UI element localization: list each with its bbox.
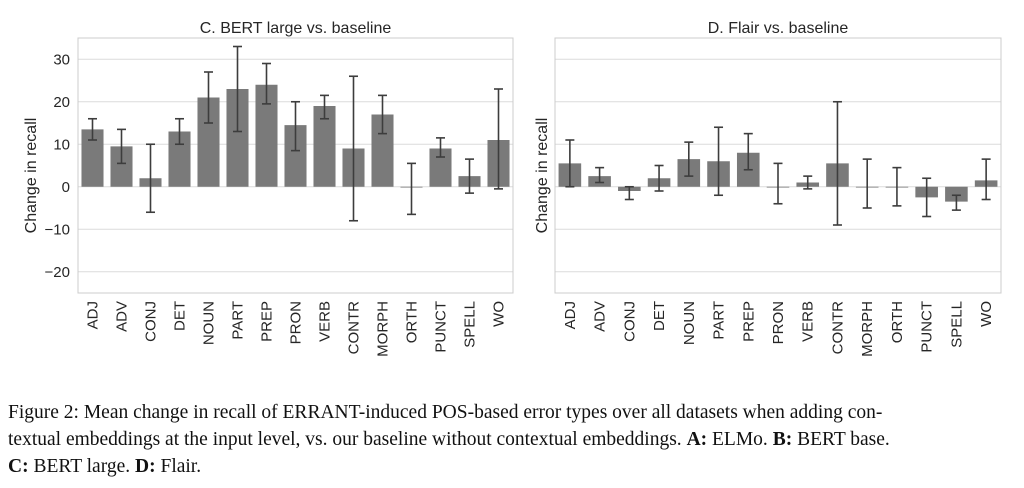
- figure-caption: Figure 2: Mean change in recall of ERRAN…: [8, 399, 1018, 480]
- panel-c-xtick-part: PART: [230, 301, 247, 340]
- caption-line-1: Figure 2: Mean change in recall of ERRAN…: [8, 402, 883, 423]
- panel-d-xtick-adv: ADV: [592, 301, 609, 332]
- caption-c-text: BERT large.: [28, 456, 136, 477]
- caption-b-label: B:: [772, 429, 793, 450]
- panel-c-bar-prep: [255, 84, 278, 187]
- panel-d-xtick-contr: CONTR: [829, 301, 846, 354]
- panel-c-xtick-morph: MORPH: [375, 301, 392, 357]
- panel-c-xtick-adj: ADJ: [85, 301, 102, 329]
- panel-c-bar-part: [226, 89, 249, 187]
- panel-d-xtick-conj: CONJ: [621, 301, 638, 342]
- panel-c-bar-punct: [429, 148, 452, 187]
- caption-c-label: C:: [8, 456, 29, 477]
- panel-d-xtick-pron: PRON: [770, 301, 787, 344]
- panel-d-xtick-spell: SPELL: [948, 301, 965, 348]
- panel-d-xtick-verb: VERB: [800, 301, 817, 342]
- panel-d-xtick-part: PART: [711, 301, 728, 340]
- figure-svg: 30 20 10 0 −10 −20 ADJ ADV CONJ DET NOUN PART PREP PR…: [23, 20, 1002, 357]
- panel-c-bar-verb: [313, 106, 336, 187]
- panel-d-xtick-prep: PREP: [740, 301, 757, 342]
- caption-d-label: D:: [135, 456, 156, 477]
- caption-a-label: A:: [686, 429, 708, 450]
- panel-c-ytick-label: 10: [53, 136, 70, 153]
- panel-c-xtick-spell: SPELL: [462, 301, 479, 348]
- panel-c-frame: [77, 37, 514, 294]
- panel-d-bar-spell: [945, 186, 968, 202]
- panel-c-xtick-punct: PUNCT: [433, 301, 450, 353]
- panel-c-xtick-adv: ADV: [114, 301, 131, 332]
- panel-c-xtick-conj: CONJ: [143, 301, 160, 342]
- panel-c-ytick-label: 0: [62, 179, 70, 196]
- panel-d-ylabel: Change in recall: [534, 118, 551, 234]
- panel-c-xtick-det: DET: [172, 301, 189, 331]
- panel-c-bar-morph: [371, 114, 394, 187]
- caption-b-text: BERT base.: [792, 429, 890, 450]
- panel-d-frame: [554, 37, 1002, 294]
- panel-d-xtick-wo: WO: [978, 301, 995, 327]
- panel-c-ytick-label: −20: [45, 264, 70, 281]
- caption-line-2: textual embeddings at the input level, v…: [8, 429, 687, 450]
- panel-c-xtick-pron: PRON: [288, 301, 305, 344]
- panel-c-xtick-orth: ORTH: [404, 301, 421, 343]
- panel-c-chart: 30 20 10 0 −10 −20 ADJ ADV CONJ DET NOUN PART PREP PR…: [23, 20, 514, 357]
- panel-c-xtick-verb: VERB: [317, 301, 334, 342]
- panel-c-ytick-label: 20: [53, 94, 70, 111]
- panel-c-xtick-contr: CONTR: [346, 301, 363, 354]
- panel-c-bar-noun: [197, 97, 220, 187]
- panel-c-bar-adv: [110, 146, 133, 187]
- panel-c-xtick-prep: PREP: [259, 301, 276, 342]
- panel-c-ytick-label: −10: [45, 221, 70, 238]
- panel-d-xtick-orth: ORTH: [889, 301, 906, 343]
- panel-d-xtick-punct: PUNCT: [919, 301, 936, 353]
- panel-c-xtick-noun: NOUN: [201, 301, 218, 345]
- caption-a-text: ELMo.: [707, 429, 773, 450]
- caption-d-text: Flair.: [155, 456, 202, 477]
- panel-c-title: C. BERT large vs. baseline: [200, 20, 392, 37]
- panel-d-xtick-noun: NOUN: [681, 301, 698, 345]
- panel-d-xtick-morph: MORPH: [859, 301, 876, 357]
- panel-c-bar-adj: [81, 129, 104, 187]
- panel-d-chart: ADJ ADV CONJ DET NOUN PART PREP PRON VERB CONTR MO…: [534, 20, 1002, 357]
- panel-d-xtick-adj: ADJ: [562, 301, 579, 329]
- panel-c-bar-pron: [284, 125, 307, 187]
- panel-c-ylabel: Change in recall: [23, 118, 40, 234]
- panel-c-ytick-label: 30: [53, 51, 70, 68]
- panel-c-bar-det: [168, 131, 191, 187]
- panel-d-xtick-det: DET: [651, 301, 668, 331]
- panel-d-title: D. Flair vs. baseline: [708, 20, 849, 37]
- panel-c-xtick-wo: WO: [491, 301, 508, 327]
